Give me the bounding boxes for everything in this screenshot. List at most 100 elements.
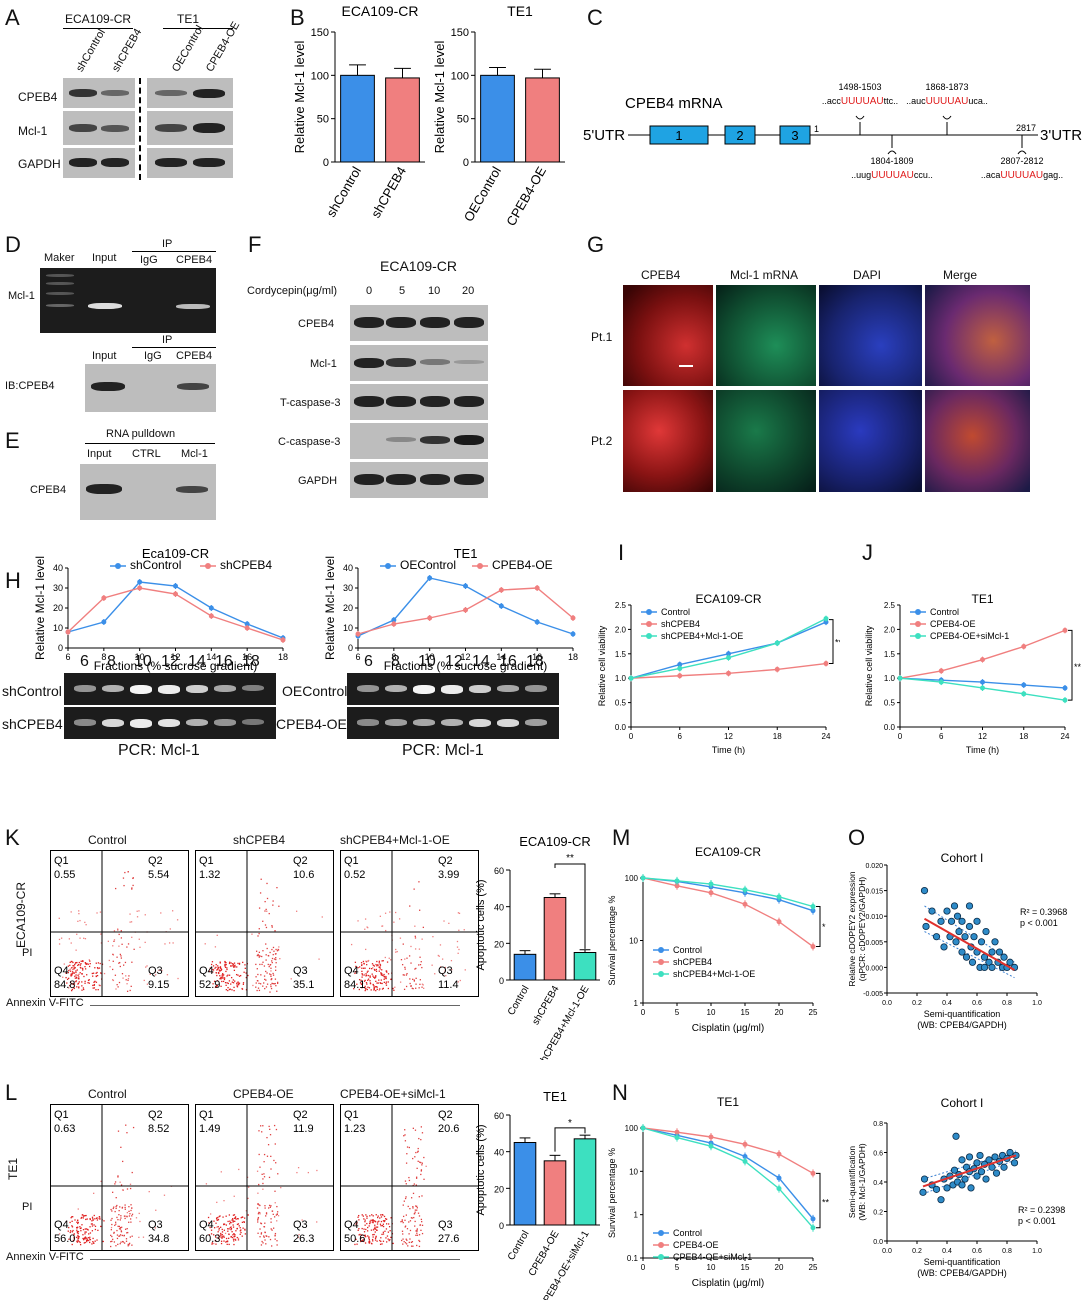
scatter-point: [977, 1168, 986, 1176]
event-dot: [217, 1218, 220, 1221]
event-dot: [84, 1228, 86, 1230]
event-dot: [232, 1220, 234, 1222]
event-dot: [118, 933, 120, 936]
event-dot: [386, 961, 389, 963]
y-axis-label: Survival percentage %: [607, 1148, 617, 1238]
scatter-point: [922, 922, 930, 931]
data-point: [938, 668, 944, 674]
event-dot: [372, 1234, 374, 1236]
scatter-point: [992, 1169, 1001, 1177]
data-point: [570, 631, 576, 637]
x-tick-label: 16: [532, 652, 542, 662]
event-dot: [72, 1229, 74, 1232]
event-dot: [295, 910, 298, 912]
blot-strip: [63, 111, 135, 145]
event-dot: [84, 1215, 86, 1217]
event-dot: [372, 983, 374, 986]
event-dot: [381, 960, 383, 962]
event-dot: [92, 975, 94, 977]
event-dot: [401, 963, 404, 966]
y-axis-label: Relative cDOPEY2 expression: [847, 871, 857, 987]
event-dot: [220, 968, 223, 971]
event-dot: [65, 1220, 68, 1223]
data-point: [742, 1141, 748, 1147]
event-dot: [69, 1231, 71, 1234]
event-dot: [221, 1237, 223, 1239]
legend-marker: [646, 609, 652, 615]
event-dot: [270, 1228, 272, 1230]
gel-band: [130, 719, 152, 728]
event-dot: [421, 1224, 424, 1226]
event-dot: [259, 1125, 262, 1127]
event-dot: [213, 1227, 216, 1229]
event-dot: [75, 961, 77, 964]
event-dot: [238, 1168, 240, 1171]
event-dot: [360, 962, 363, 964]
event-dot: [272, 946, 275, 949]
event-dot: [138, 938, 140, 940]
event-dot: [76, 961, 78, 964]
event-dot: [415, 977, 417, 979]
event-dot: [374, 969, 376, 972]
event-dot: [357, 1216, 359, 1218]
event-dot: [226, 975, 228, 977]
event-dot: [221, 980, 223, 983]
event-dot: [219, 1215, 221, 1217]
event-dot: [218, 1215, 220, 1218]
scatter-point: [965, 1153, 974, 1161]
event-dot: [216, 934, 218, 936]
x-axis-label: Fractions (% sucrose gradient): [384, 659, 547, 673]
event-dot: [270, 1205, 272, 1207]
event-dot: [79, 1227, 81, 1230]
event-dot: [268, 912, 270, 915]
gel-fraction-label: 8: [107, 653, 116, 670]
legend-marker: [385, 563, 391, 569]
event-dot: [166, 974, 169, 976]
event-dot: [257, 1216, 260, 1219]
event-dot: [384, 1230, 386, 1232]
category-label: shCPEB4: [368, 164, 409, 220]
event-dot: [261, 1173, 263, 1176]
event-dot: [384, 956, 386, 959]
event-dot: [229, 988, 231, 990]
event-dot: [409, 1208, 411, 1210]
event-dot: [269, 1128, 271, 1131]
event-dot: [263, 982, 265, 984]
exon-label: 1: [675, 128, 682, 143]
event-dot: [274, 1238, 276, 1240]
event-dot: [85, 924, 87, 926]
event-dot: [410, 1197, 413, 1199]
data-point: [1021, 691, 1027, 697]
event-dot: [126, 983, 128, 985]
y-tick-label: 1: [634, 1211, 639, 1220]
event-dot: [234, 1217, 236, 1219]
event-dot: [372, 1220, 374, 1222]
event-dot: [365, 1228, 367, 1231]
event-dot: [94, 1228, 97, 1231]
event-dot: [416, 1234, 419, 1236]
event-dot: [405, 1243, 408, 1245]
event-dot: [359, 1240, 362, 1243]
event-dot: [379, 963, 381, 966]
event-dot: [217, 1231, 219, 1233]
event-dot: [75, 977, 78, 979]
event-dot: [393, 921, 395, 923]
event-dot: [96, 971, 98, 974]
chart-title: TE1: [507, 3, 533, 19]
event-dot: [96, 1219, 99, 1221]
event-dot: [276, 1213, 278, 1216]
event-dot: [220, 1242, 223, 1245]
event-dot: [380, 1214, 382, 1216]
event-dot: [79, 1226, 81, 1228]
event-dot: [233, 1243, 235, 1246]
x-tick-label: 10: [707, 1008, 716, 1017]
event-dot: [77, 1230, 80, 1233]
event-dot: [265, 908, 267, 911]
event-dot: [389, 959, 392, 961]
event-dot: [78, 1236, 80, 1238]
event-dot: [259, 983, 262, 985]
x-tick-label: 20: [775, 1263, 784, 1272]
event-dot: [110, 1219, 112, 1221]
event-dot: [265, 1215, 267, 1217]
